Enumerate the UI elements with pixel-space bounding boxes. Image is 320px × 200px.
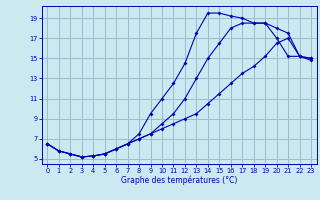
X-axis label: Graphe des températures (°C): Graphe des températures (°C) xyxy=(121,176,237,185)
